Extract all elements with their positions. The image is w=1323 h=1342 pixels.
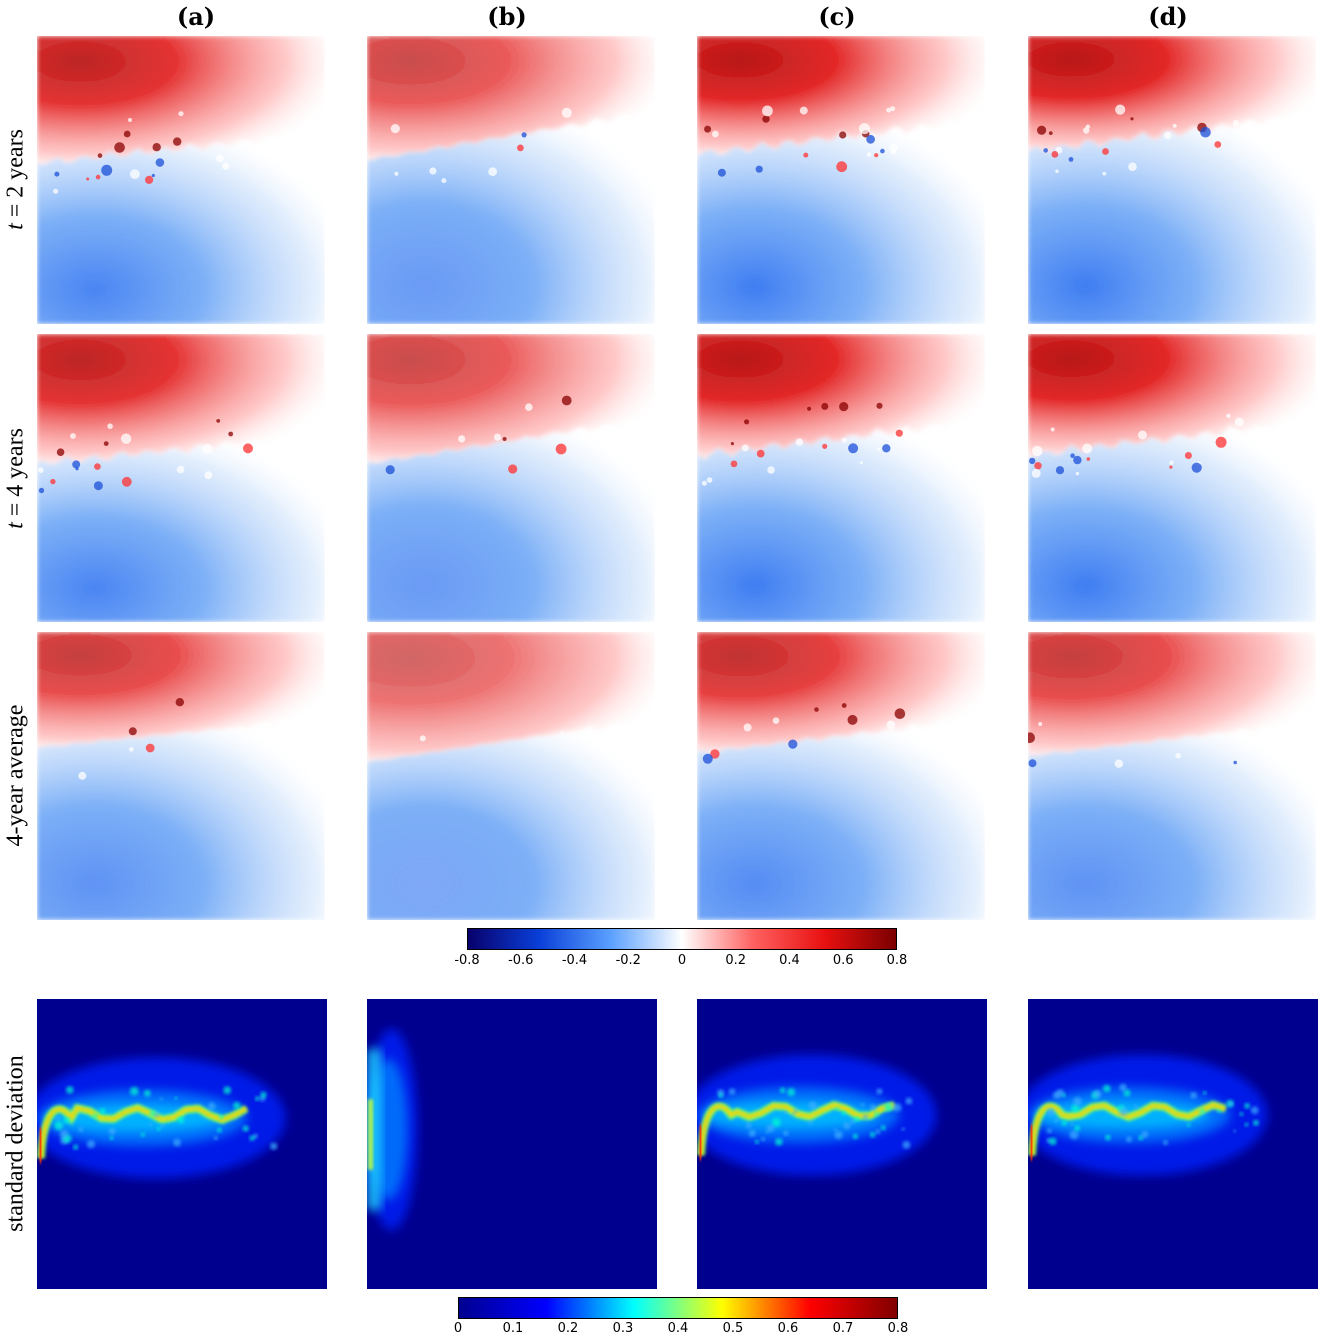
row-label-average: 4-year average — [3, 686, 30, 866]
std-heatmap-c3 — [1028, 999, 1318, 1289]
diverging-colorbar-tick-label: -0.2 — [615, 953, 641, 968]
field-panel-r2-c0 — [37, 632, 325, 920]
std-panel-c2 — [697, 999, 987, 1289]
jet-colorbar-tick-label: 0.5 — [722, 1321, 744, 1336]
std-panel-c0 — [37, 999, 327, 1289]
row-label-t4-text: = 4 years — [2, 428, 29, 523]
column-label-d: (d) — [1148, 2, 1188, 31]
field-panel-r0-c1 — [367, 36, 655, 324]
field-heatmap-r1-c0 — [37, 334, 325, 622]
field-heatmap-r0-c1 — [367, 36, 655, 324]
diverging-colorbar — [467, 928, 897, 954]
field-heatmap-r2-c1 — [367, 632, 655, 920]
diverging-colorbar-tick-label: 0.4 — [779, 953, 800, 968]
jet-colorbar-tick-label: 0.3 — [612, 1321, 634, 1336]
row-label-t2-text: = 2 years — [2, 129, 29, 224]
row-label-t2: t = 2 years — [3, 90, 30, 270]
diverging-colorbar-tick-label: 0.6 — [832, 953, 854, 968]
diverging-colorbar-tick-label: -0.8 — [454, 953, 480, 968]
field-heatmap-r2-c2 — [697, 632, 985, 920]
row-label-t4: t = 4 years — [3, 389, 30, 569]
field-panel-r1-c3 — [1028, 334, 1316, 622]
diverging-colorbar-gradient — [467, 928, 897, 950]
jet-colorbar-tick-label: 0.7 — [832, 1321, 854, 1336]
field-heatmap-r0-c2 — [697, 36, 985, 324]
jet-colorbar-gradient — [458, 1297, 898, 1319]
field-panel-r2-c3 — [1028, 632, 1316, 920]
diverging-colorbar-tick-label: -0.6 — [508, 953, 534, 968]
row-label-std-text: standard deviation — [2, 1055, 29, 1232]
column-label-c: (c) — [818, 2, 856, 31]
field-panel-r1-c2 — [697, 334, 985, 622]
std-panel-c1 — [367, 999, 657, 1289]
row-label-std: standard deviation — [3, 1034, 30, 1254]
row-label-average-text: 4-year average — [2, 704, 29, 847]
field-panel-r2-c1 — [367, 632, 655, 920]
field-panel-r0-c2 — [697, 36, 985, 324]
row-label-t4-var: t — [2, 522, 29, 529]
column-label-b: (b) — [487, 2, 527, 31]
diverging-colorbar-tick-label: -0.4 — [561, 953, 588, 968]
jet-colorbar-tick-label: 0.6 — [777, 1321, 799, 1336]
field-panel-r1-c1 — [367, 334, 655, 622]
diverging-colorbar-tick-label: 0.2 — [725, 953, 747, 968]
diverging-colorbar-tick-label: 0.8 — [886, 953, 908, 968]
column-label-a: (a) — [176, 2, 216, 31]
jet-colorbar-tick-label: 0.4 — [667, 1321, 689, 1336]
field-heatmap-r2-c0 — [37, 632, 325, 920]
field-heatmap-r2-c3 — [1028, 632, 1316, 920]
field-heatmap-r0-c3 — [1028, 36, 1316, 324]
field-heatmap-r1-c1 — [367, 334, 655, 622]
jet-colorbar-tick-label: 0 — [453, 1321, 463, 1336]
field-heatmap-r1-c2 — [697, 334, 985, 622]
field-heatmap-r0-c0 — [37, 36, 325, 324]
jet-colorbar-tick-label: 0.1 — [502, 1321, 524, 1336]
std-heatmap-c2 — [697, 999, 987, 1289]
field-panel-r2-c2 — [697, 632, 985, 920]
field-panel-r1-c0 — [37, 334, 325, 622]
jet-colorbar-tick-label: 0.2 — [557, 1321, 579, 1336]
field-panel-r0-c0 — [37, 36, 325, 324]
jet-colorbar-tick-label: 0.8 — [887, 1321, 909, 1336]
jet-colorbar — [458, 1297, 898, 1323]
std-panel-c3 — [1028, 999, 1318, 1289]
std-heatmap-c0 — [37, 999, 327, 1289]
row-label-t2-var: t — [2, 223, 29, 230]
diverging-colorbar-tick-label: 0 — [677, 953, 687, 968]
std-heatmap-c1 — [367, 999, 657, 1289]
field-panel-r0-c3 — [1028, 36, 1316, 324]
field-heatmap-r1-c3 — [1028, 334, 1316, 622]
